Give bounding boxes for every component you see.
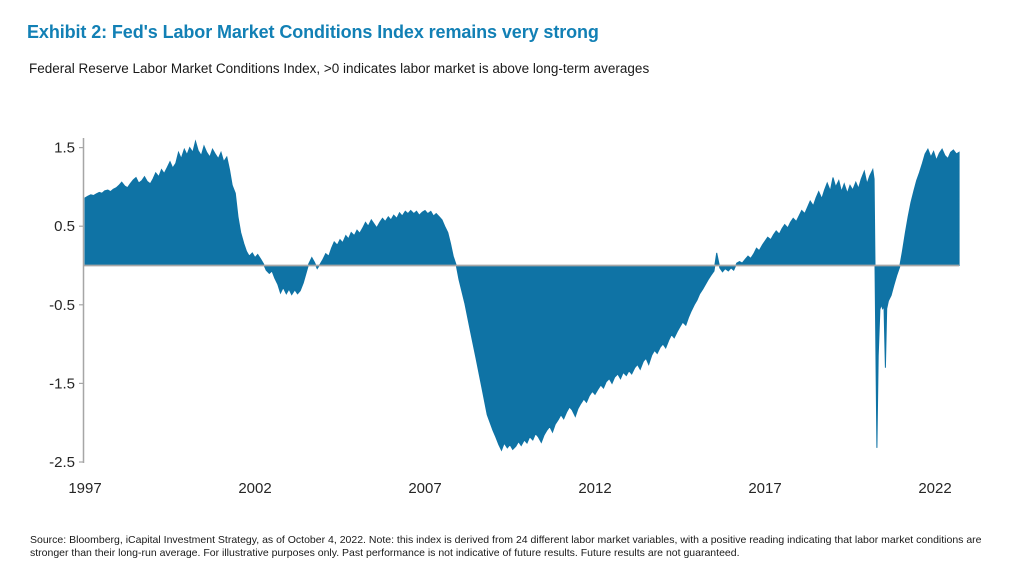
x-tick-label: 2002 [238,480,271,497]
chart-subtitle: Federal Reserve Labor Market Conditions … [29,61,650,76]
source-footnote: Source: Bloomberg, iCapital Investment S… [30,534,982,559]
page-title: Exhibit 2: Fed's Labor Market Conditions… [27,22,599,42]
y-tick-label: -2.5 [49,454,75,471]
x-tick-label: 2012 [578,480,611,497]
area-series [84,139,960,452]
x-tick-label: 1997 [68,480,101,497]
y-tick-label: -1.5 [49,375,75,392]
y-tick-label: -0.5 [49,297,75,314]
x-tick-label: 2022 [918,480,951,497]
y-tick-label: 0.5 [54,218,75,235]
y-tick-label: 1.5 [54,140,75,157]
x-tick-label: 2017 [748,480,781,497]
x-tick-label: 2007 [408,480,441,497]
